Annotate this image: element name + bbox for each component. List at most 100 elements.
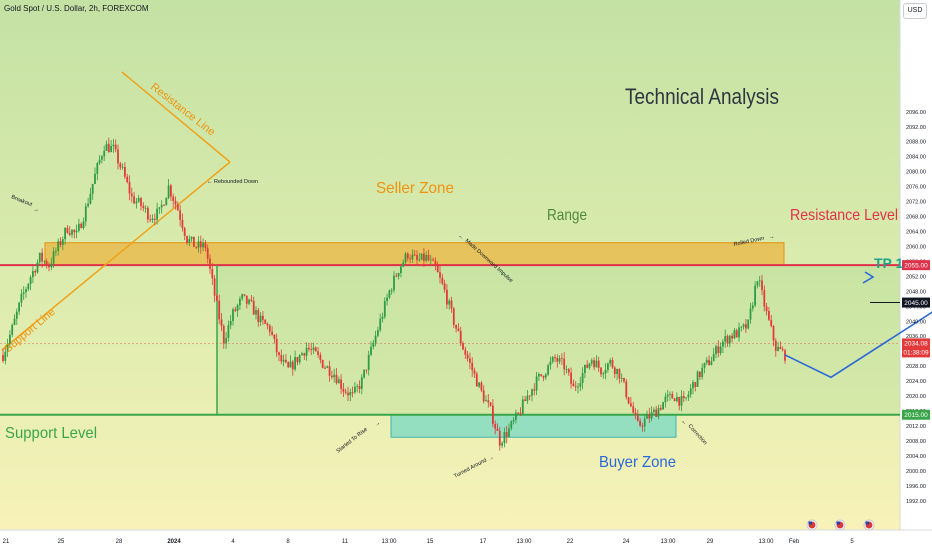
candle-body [135, 201, 138, 204]
candle-body [639, 420, 641, 426]
candle-body [114, 144, 117, 150]
candle-body [222, 325, 225, 344]
tp1-price-label: 2045.00 [904, 300, 928, 307]
candle-body [160, 205, 163, 208]
candle-body [347, 392, 349, 396]
candle-body [20, 293, 23, 303]
price-tick-label: 1996.00 [906, 484, 926, 490]
candle-body [82, 221, 85, 229]
candle-body [61, 239, 64, 245]
correction-arrow: ← [680, 418, 688, 426]
currency-button[interactable]: USD [903, 3, 927, 19]
candle-body [13, 318, 16, 325]
candle-body [183, 228, 186, 237]
candle-body [195, 246, 198, 248]
candle-body [634, 412, 637, 415]
price-tick-label: 2020.00 [906, 394, 926, 400]
candle-body [565, 369, 568, 370]
candle-body [144, 207, 147, 209]
candle-body [676, 397, 678, 402]
last-price-tag: 2034.08 01:38:09 [902, 338, 930, 358]
candle-body [27, 283, 30, 290]
buyer-zone-label: Buyer Zone [599, 454, 676, 471]
candle-body [170, 185, 172, 197]
candle-body [227, 325, 230, 339]
candle-body [397, 273, 400, 277]
candle-body [469, 358, 471, 363]
us-event-flag-3[interactable] [863, 519, 875, 531]
candle-body [503, 432, 506, 444]
candle-body [515, 412, 517, 420]
candle-body [268, 325, 271, 332]
candle-body [181, 219, 184, 229]
candle-body [57, 241, 60, 251]
candle-body [754, 285, 756, 306]
candle-body [2, 354, 4, 361]
candle-body [202, 242, 204, 248]
price-tick-label: 2048.00 [906, 289, 926, 295]
candle-body [22, 292, 25, 294]
candle-body [381, 316, 384, 319]
candle-body [524, 399, 526, 401]
price-tick-label: 2088.00 [906, 140, 926, 146]
candle-body [156, 208, 158, 220]
price-tick-label: 2052.00 [906, 274, 926, 280]
time-tick-label: 22 [567, 539, 574, 545]
candle-body [78, 223, 80, 231]
candle-body [653, 409, 655, 412]
candle-body [774, 340, 777, 351]
resistance-level-label: Resistance Level [790, 207, 898, 224]
candle-body [383, 301, 386, 317]
candle-body [549, 361, 552, 366]
candle-body [402, 262, 405, 267]
candle-body [512, 419, 515, 422]
candle-body [749, 308, 752, 320]
time-tick-label: 25 [58, 539, 65, 545]
candle-body [374, 335, 377, 343]
candle-body [287, 362, 290, 368]
candle-body [450, 300, 453, 309]
candle-body [655, 409, 658, 417]
candle-body [636, 414, 639, 421]
us-event-flag-1[interactable] [806, 519, 818, 531]
candle-body [411, 254, 414, 260]
candle-body [584, 364, 586, 374]
candle-body [480, 382, 483, 391]
candle-body [650, 411, 653, 419]
candle-body [533, 389, 536, 391]
candle-body [4, 351, 7, 361]
candle-body [413, 254, 416, 256]
candle-body [459, 330, 462, 344]
candle-body [262, 315, 264, 320]
candle-body [119, 163, 122, 168]
candle-body [781, 349, 784, 351]
candle-body [436, 266, 439, 273]
candle-body [110, 146, 112, 153]
time-tick-label: 8 [286, 539, 290, 545]
candle-body [770, 319, 773, 327]
candle-body [363, 369, 365, 378]
candle-body [197, 241, 200, 248]
candle-body [147, 207, 149, 220]
candle-body [282, 359, 285, 362]
candle-body [176, 204, 179, 211]
candle-body [745, 324, 747, 329]
seller-zone-label: Seller Zone [376, 180, 454, 197]
price-tick-label: 2080.00 [906, 170, 926, 176]
candle-body [671, 393, 674, 399]
us-event-flag-2[interactable] [834, 519, 846, 531]
candle-body [275, 338, 278, 353]
price-tick-label: 2084.00 [906, 155, 926, 161]
time-axis-background [0, 530, 932, 550]
candle-body [680, 396, 683, 406]
candle-body [561, 358, 563, 359]
candles-group [2, 137, 786, 451]
candle-body [717, 346, 720, 354]
time-tick-label: 21 [3, 539, 10, 545]
candle-body [73, 229, 76, 233]
price-tick-label: 2076.00 [906, 185, 926, 191]
price-tick-label: 2040.00 [906, 319, 926, 325]
candle-body [204, 242, 207, 249]
candle-body [264, 319, 267, 324]
